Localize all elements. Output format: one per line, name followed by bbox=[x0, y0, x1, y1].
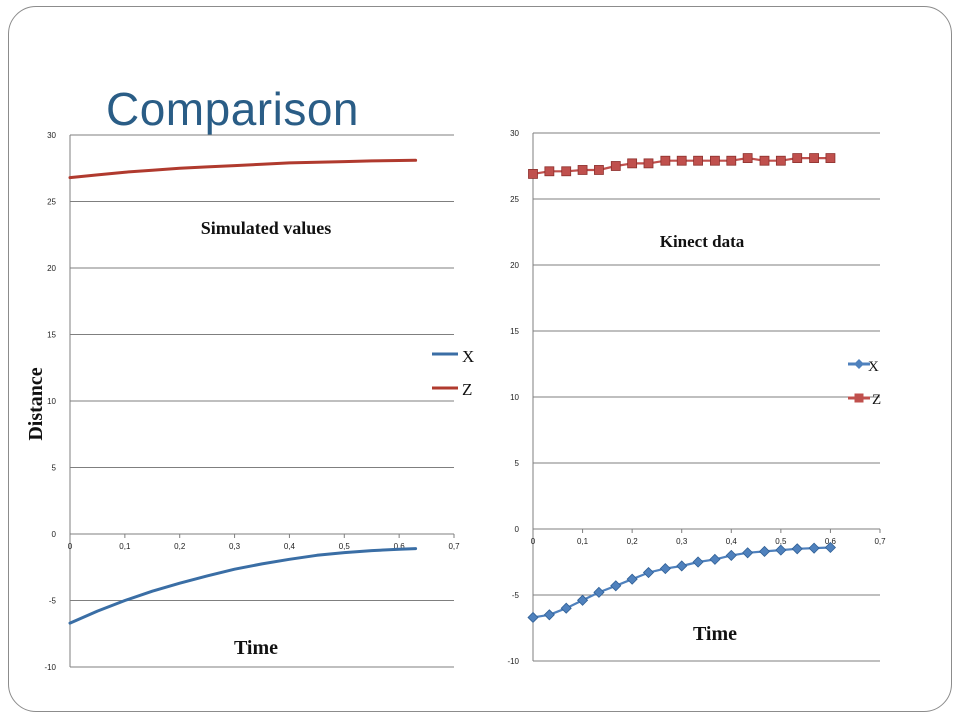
slide-frame bbox=[8, 6, 952, 712]
y-tick-label: 0 bbox=[52, 530, 57, 539]
data-point-z bbox=[660, 155, 671, 166]
data-point-x bbox=[543, 609, 555, 621]
x-tick-label: 0,4 bbox=[284, 542, 296, 551]
data-point-x bbox=[560, 602, 572, 614]
data-point-z bbox=[759, 155, 770, 166]
data-point-x bbox=[742, 547, 754, 559]
data-point-x bbox=[824, 541, 836, 554]
y-tick-label: -5 bbox=[49, 597, 57, 606]
data-point-x bbox=[808, 542, 820, 554]
data-point-z bbox=[627, 158, 638, 169]
y-tick-label: -5 bbox=[512, 591, 520, 600]
data-point-z bbox=[710, 155, 720, 166]
data-point-x bbox=[775, 544, 787, 556]
y-axis-label: Distance bbox=[25, 367, 47, 440]
data-point-z bbox=[544, 166, 555, 177]
data-point-z bbox=[825, 153, 836, 163]
legend-marker-x bbox=[854, 359, 864, 369]
x-tick-label: 0,5 bbox=[775, 537, 787, 546]
data-point-z bbox=[561, 166, 572, 177]
x-tick-label: 0,2 bbox=[174, 542, 186, 551]
data-point-x bbox=[527, 611, 539, 624]
data-point-x bbox=[709, 553, 721, 565]
data-point-z bbox=[809, 153, 819, 163]
legend-marker-z bbox=[854, 393, 864, 403]
x-tick-label: 0,6 bbox=[825, 537, 837, 546]
x-tick-label: 0,3 bbox=[676, 537, 688, 546]
y-tick-label: 5 bbox=[515, 459, 520, 468]
x-tick-label: 0,6 bbox=[394, 542, 406, 551]
x-tick-label: 0,1 bbox=[577, 537, 589, 546]
data-point-z bbox=[775, 155, 786, 166]
y-tick-label: 10 bbox=[510, 393, 519, 402]
data-point-x bbox=[725, 549, 737, 561]
data-point-z bbox=[726, 155, 737, 166]
x-tick-label: 0,7 bbox=[874, 537, 886, 546]
legend-label-x: X bbox=[868, 359, 879, 375]
data-point-z bbox=[643, 158, 654, 169]
legend-label-z: Z bbox=[462, 380, 472, 399]
y-tick-label: 15 bbox=[510, 327, 519, 336]
data-point-x bbox=[791, 543, 803, 555]
y-tick-label: 20 bbox=[510, 261, 519, 270]
chart-title: Simulated values bbox=[201, 218, 332, 238]
legend-label-x: X bbox=[462, 347, 474, 366]
y-tick-label: 30 bbox=[510, 129, 519, 138]
data-point-z bbox=[792, 153, 803, 163]
x-tick-label: 0,7 bbox=[448, 542, 460, 551]
y-tick-label: -10 bbox=[44, 663, 56, 672]
data-point-z bbox=[528, 169, 538, 179]
data-point-x bbox=[692, 556, 704, 568]
y-tick-label: -10 bbox=[507, 657, 519, 666]
y-tick-label: 30 bbox=[47, 131, 56, 140]
data-point-x bbox=[610, 580, 622, 592]
x-tick-label: 0,1 bbox=[119, 542, 131, 551]
data-point-z bbox=[594, 165, 604, 175]
x-tick-label: 0 bbox=[68, 542, 73, 551]
data-point-x bbox=[676, 560, 688, 572]
data-point-z bbox=[676, 155, 687, 166]
y-tick-label: 25 bbox=[510, 195, 519, 204]
data-point-z bbox=[693, 155, 703, 166]
legend-label-z: Z bbox=[872, 392, 881, 408]
y-tick-label: 5 bbox=[52, 464, 57, 473]
y-tick-label: 10 bbox=[47, 397, 56, 406]
x-tick-label: 0,4 bbox=[726, 537, 738, 546]
chart-0: -10 -5 0 5 10 15 20 25 30 0 0,1 0,2 0,3 0,4 0,5 0,6 0,7 X… bbox=[25, 131, 474, 672]
y-tick-label: 25 bbox=[47, 198, 56, 207]
series-line-z bbox=[68, 158, 418, 180]
data-point-x bbox=[593, 586, 605, 598]
data-point-x bbox=[626, 573, 638, 585]
data-point-z bbox=[577, 165, 588, 175]
slide-title: Comparison bbox=[106, 83, 359, 135]
series-line-x bbox=[531, 546, 832, 619]
data-point-x bbox=[577, 594, 589, 606]
x-tick-label: 0,3 bbox=[229, 542, 241, 551]
data-point-x bbox=[659, 563, 671, 575]
data-point-z bbox=[742, 153, 753, 163]
data-point-x bbox=[642, 566, 655, 579]
y-tick-label: 20 bbox=[47, 264, 56, 273]
x-axis-label: Time bbox=[693, 623, 737, 645]
chart-title: Kinect data bbox=[660, 232, 745, 251]
x-tick-label: 0,5 bbox=[339, 542, 351, 551]
series-line-x bbox=[68, 547, 418, 625]
data-point-z bbox=[610, 161, 621, 171]
x-tick-label: 0 bbox=[531, 537, 536, 546]
x-axis-label: Time bbox=[234, 637, 278, 659]
y-tick-label: 15 bbox=[47, 331, 56, 340]
y-tick-label: 0 bbox=[515, 525, 520, 534]
x-tick-label: 0,2 bbox=[627, 537, 639, 546]
chart-1: -10 -5 0 5 10 15 20 25 30 0 0,1 0,2 0,3 0,4 0,5 0,6 0,7 X… bbox=[507, 129, 886, 666]
data-point-x bbox=[758, 545, 771, 558]
